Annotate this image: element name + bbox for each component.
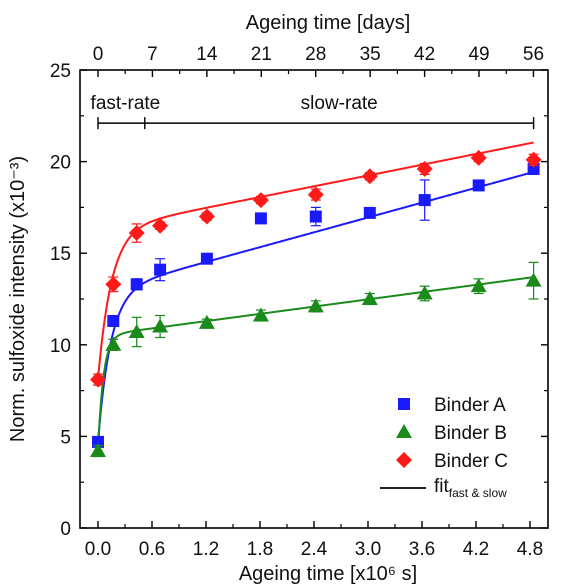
data-point (307, 186, 324, 203)
data-point (525, 272, 542, 287)
bottom-axis-title: Ageing time [x10⁶ s] (239, 563, 417, 585)
data-point (525, 151, 542, 168)
data-point (130, 278, 143, 291)
data-point (361, 291, 378, 305)
top-axis-title: Ageing time [days] (246, 12, 411, 34)
data-point (198, 208, 215, 225)
y-tick-label: 25 (50, 61, 71, 82)
data-point (90, 371, 106, 388)
data-point (418, 194, 431, 207)
data-point (152, 318, 169, 333)
slow-rate-label: slow-rate (301, 93, 378, 114)
data-point (470, 278, 487, 293)
legend-marker (396, 424, 412, 438)
data-point (105, 336, 122, 351)
legend-fit-main: fit (434, 476, 450, 497)
x2-tick-label: 28 (305, 44, 326, 65)
x-tick-label: 1.2 (193, 539, 219, 560)
data-point (92, 435, 104, 448)
legend-label-binder-b: Binder B (434, 423, 507, 444)
legend-marker (396, 452, 412, 468)
x-tick-label: 1.8 (247, 539, 273, 560)
x2-tick-label: 49 (468, 44, 489, 65)
data-point (128, 323, 145, 338)
data-point (154, 263, 167, 276)
x2-tick-label: 14 (196, 44, 218, 65)
y-tick-label: 15 (50, 244, 71, 265)
x-tick-label: 4.2 (463, 539, 489, 560)
x2-tick-label: 56 (523, 44, 544, 65)
legend-marker (398, 398, 410, 410)
data-point (200, 252, 213, 265)
y-tick-label: 10 (50, 336, 71, 357)
data-point (363, 206, 376, 219)
x-tick-label: 3.6 (409, 539, 435, 560)
legend-label-binder-c: Binder C (434, 451, 508, 472)
left-axis-title: Norm. sulfoxide intensity (x10⁻³) (7, 156, 29, 442)
data-point (254, 212, 267, 225)
x-tick-label: 3.0 (355, 539, 381, 560)
y-tick-label: 0 (60, 519, 71, 540)
data-point (107, 314, 120, 327)
y-tick-label: 20 (50, 153, 71, 174)
x2-tick-label: 21 (251, 44, 272, 65)
legend-label-fit: fitfast & slow (434, 476, 507, 500)
data-point (527, 162, 540, 175)
data-point (128, 225, 145, 242)
x-tick-label: 2.4 (301, 539, 328, 560)
fit-curve (97, 171, 534, 442)
data-point (252, 192, 269, 209)
data-point (90, 443, 106, 458)
legend-fit-subscript: fast & slow (449, 486, 507, 500)
x2-tick-label: 35 (360, 44, 381, 65)
data-point (309, 210, 322, 223)
data-point (361, 168, 378, 185)
data-point (307, 298, 324, 313)
data-point (152, 217, 169, 234)
data-point (252, 307, 269, 322)
data-point (416, 160, 433, 177)
x2-tick-label: 0 (93, 44, 104, 65)
y-tick-label: 5 (60, 427, 71, 448)
legend-label-binder-a: Binder A (434, 395, 506, 416)
x-tick-label: 4.8 (517, 539, 543, 560)
x-tick-label: 0.0 (85, 539, 111, 560)
data-point (472, 179, 485, 192)
data-point (198, 314, 215, 329)
x2-tick-label: 42 (414, 44, 435, 65)
fast-rate-label: fast-rate (91, 93, 161, 114)
x-tick-label: 0.6 (139, 539, 165, 560)
fit-curve (97, 141, 534, 380)
data-point (470, 149, 487, 166)
x2-tick-label: 7 (147, 44, 158, 65)
data-point (105, 276, 122, 293)
data-point (416, 285, 433, 300)
